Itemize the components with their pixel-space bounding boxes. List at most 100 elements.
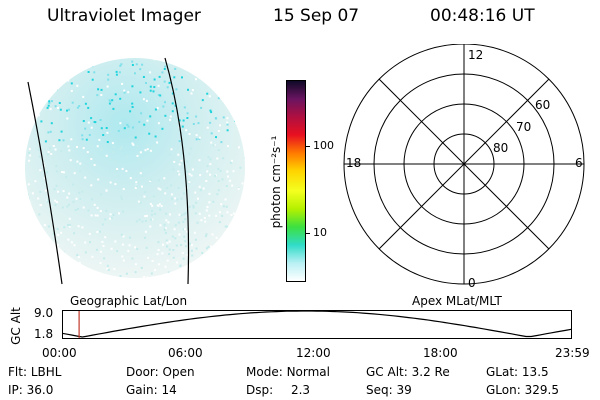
emission-speckle <box>218 221 221 224</box>
emission-speckle <box>71 101 74 104</box>
emission-speckle <box>31 192 34 195</box>
emission-speckle <box>177 221 180 224</box>
emission-speckle <box>181 273 184 276</box>
emission-speckle <box>163 228 166 231</box>
emission-speckle <box>73 232 76 235</box>
flt-value: LBHL <box>30 365 62 379</box>
emission-speckle <box>217 88 220 91</box>
emission-speckle <box>140 266 143 269</box>
emission-speckle <box>226 225 229 228</box>
emission-speckle <box>38 148 40 151</box>
emission-speckle <box>156 141 159 144</box>
emission-speckle <box>195 78 197 81</box>
emission-speckle <box>45 246 48 249</box>
emission-speckle <box>57 234 60 237</box>
emission-speckle <box>235 88 238 91</box>
emission-speckle <box>230 64 233 67</box>
emission-speckle <box>188 133 191 135</box>
emission-speckle <box>114 183 117 186</box>
emission-speckle <box>164 101 166 104</box>
emission-speckle <box>161 71 164 74</box>
emission-speckle <box>100 146 103 149</box>
emission-speckle <box>55 165 58 168</box>
emission-speckle <box>201 99 204 102</box>
emission-speckle <box>22 285 24 287</box>
emission-speckle <box>217 130 220 132</box>
gain-label: Gain: <box>126 383 158 397</box>
emission-speckle <box>23 147 25 149</box>
emission-speckle <box>231 58 234 60</box>
colorbar <box>286 80 306 282</box>
emission-speckle <box>203 216 206 219</box>
emission-speckle <box>242 264 245 267</box>
timeline-xtick-0600: 06:00 <box>168 346 203 360</box>
emission-speckle <box>235 229 238 232</box>
emission-speckle <box>207 245 210 248</box>
emission-speckle <box>134 246 137 249</box>
emission-speckle <box>168 253 171 256</box>
emission-speckle <box>217 180 220 182</box>
emission-speckle <box>175 244 178 247</box>
emission-speckle <box>68 225 71 228</box>
emission-speckle <box>62 257 65 259</box>
emission-speckle <box>215 214 218 217</box>
emission-speckle <box>223 78 226 81</box>
emission-speckle <box>44 269 47 272</box>
emission-speckle <box>29 154 32 157</box>
emission-speckle <box>88 232 91 235</box>
emission-speckle <box>246 141 248 143</box>
mode-value: Normal <box>286 365 330 379</box>
emission-speckle <box>151 213 154 216</box>
emission-speckle <box>174 197 177 200</box>
glon-value: 329.5 <box>524 383 559 397</box>
emission-speckle <box>168 248 171 251</box>
emission-speckle <box>91 198 93 201</box>
emission-speckle <box>241 257 244 260</box>
emission-speckle <box>121 243 124 246</box>
emission-speckle <box>45 99 48 102</box>
emission-speckle <box>156 253 159 256</box>
polar-plot-label: Apex MLat/MLT <box>412 294 502 308</box>
emission-speckle <box>120 195 123 198</box>
emission-speckle <box>199 174 202 177</box>
emission-speckle <box>137 200 140 203</box>
emission-speckle <box>115 73 118 76</box>
emission-speckle <box>126 123 129 126</box>
emission-speckle <box>108 99 111 102</box>
emission-speckle <box>139 151 142 154</box>
emission-speckle <box>234 241 236 244</box>
emission-speckle <box>157 249 160 251</box>
mlt-diagonal-2 <box>378 78 550 250</box>
emission-speckle <box>190 174 193 177</box>
emission-speckle <box>34 265 37 268</box>
emission-speckle <box>225 205 228 208</box>
emission-speckle <box>67 145 70 148</box>
emission-speckle <box>62 273 65 276</box>
emission-speckle <box>247 221 249 223</box>
emission-speckle <box>242 58 245 60</box>
emission-speckle <box>172 168 175 171</box>
emission-speckle <box>217 149 220 152</box>
emission-speckle <box>181 125 184 128</box>
timeline-xtick-2359: 23:59 <box>555 346 590 360</box>
emission-speckle <box>100 127 103 130</box>
emission-speckle <box>225 86 228 88</box>
emission-speckle <box>232 226 235 229</box>
emission-speckle <box>145 246 148 249</box>
emission-speckle <box>43 176 46 179</box>
earth-disk <box>25 58 245 278</box>
emission-speckle <box>170 193 173 196</box>
emission-speckle <box>100 94 103 96</box>
emission-speckle <box>153 277 156 278</box>
emission-speckle <box>212 200 215 203</box>
emission-speckle <box>134 271 137 274</box>
emission-speckle <box>231 184 234 187</box>
emission-speckle <box>109 101 112 104</box>
emission-speckle <box>47 131 50 134</box>
emission-speckle <box>207 156 210 159</box>
emission-speckle <box>90 158 93 160</box>
emission-speckle <box>177 153 180 156</box>
emission-speckle <box>151 53 153 55</box>
emission-speckle <box>246 228 248 230</box>
emission-speckle <box>186 230 189 233</box>
